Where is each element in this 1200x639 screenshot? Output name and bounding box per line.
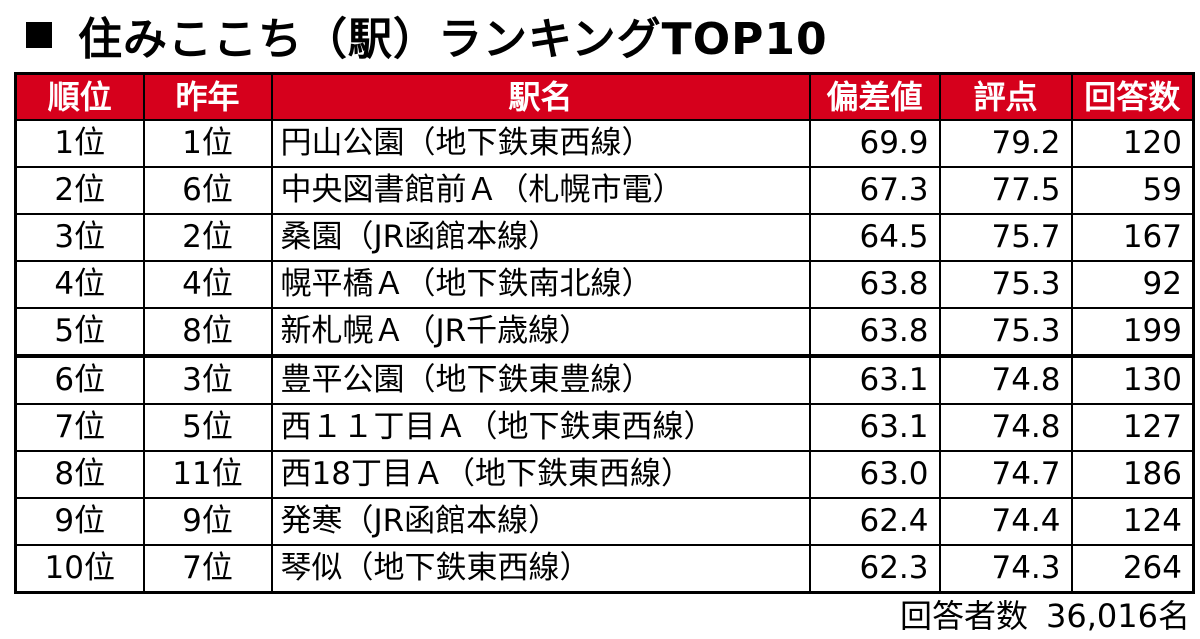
cell-rank: 3位 xyxy=(14,213,145,262)
cell-prev: 5位 xyxy=(142,403,273,452)
cell-score: 79.2 xyxy=(938,119,1073,168)
cell-prev: 7位 xyxy=(142,544,273,594)
cell-station: 新札幌Ａ（JR千歳線） xyxy=(270,307,811,357)
cell-responses: 127 xyxy=(1070,403,1195,452)
cell-station: 円山公園（地下鉄東西線） xyxy=(270,119,811,168)
cell-rank: 1位 xyxy=(14,119,145,168)
cell-deviation: 63.1 xyxy=(808,403,941,452)
respondent-count-label: 回答者数 xyxy=(900,597,1029,635)
table-row: 10位 7位 琴似（地下鉄東西線） 62.3 74.3 264 xyxy=(14,544,1195,594)
table-row: 7位 5位 西１１丁目Ａ（地下鉄東西線） 63.1 74.8 127 xyxy=(14,403,1195,452)
header-deviation: 偏差値 xyxy=(808,72,941,121)
header-score: 評点 xyxy=(938,72,1073,121)
cell-responses: 167 xyxy=(1070,213,1195,262)
cell-station: 西18丁目Ａ（地下鉄東西線） xyxy=(270,450,811,499)
cell-prev: 11位 xyxy=(142,450,273,499)
table-row: 2位 6位 中央図書館前Ａ（札幌市電） 67.3 77.5 59 xyxy=(14,166,1195,215)
cell-prev: 4位 xyxy=(142,260,273,309)
cell-responses: 186 xyxy=(1070,450,1195,499)
square-bullet-icon xyxy=(26,22,52,48)
cell-score: 75.3 xyxy=(938,307,1073,357)
cell-station: 発寒（JR函館本線） xyxy=(270,497,811,546)
table-row: 6位 3位 豊平公園（地下鉄東豊線） 63.1 74.8 130 xyxy=(14,354,1195,405)
cell-score: 74.4 xyxy=(938,497,1073,546)
cell-responses: 199 xyxy=(1070,307,1195,357)
cell-prev: 2位 xyxy=(142,213,273,262)
cell-responses: 264 xyxy=(1070,544,1195,594)
cell-responses: 120 xyxy=(1070,119,1195,168)
cell-deviation: 63.8 xyxy=(808,307,941,357)
cell-prev: 3位 xyxy=(142,354,273,405)
cell-deviation: 69.9 xyxy=(808,119,941,168)
table-row: 4位 4位 幌平橋Ａ（地下鉄南北線） 63.8 75.3 92 xyxy=(14,260,1195,309)
cell-deviation: 64.5 xyxy=(808,213,941,262)
header-rank: 順位 xyxy=(14,72,145,121)
cell-deviation: 63.0 xyxy=(808,450,941,499)
cell-prev: 8位 xyxy=(142,307,273,357)
cell-deviation: 63.8 xyxy=(808,260,941,309)
cell-rank: 10位 xyxy=(14,544,145,594)
cell-deviation: 67.3 xyxy=(808,166,941,215)
cell-score: 74.8 xyxy=(938,403,1073,452)
cell-station: 豊平公園（地下鉄東豊線） xyxy=(270,354,811,405)
cell-score: 75.3 xyxy=(938,260,1073,309)
respondent-count-value: 36,016名 xyxy=(1046,597,1190,635)
cell-station: 桑園（JR函館本線） xyxy=(270,213,811,262)
table-row: 3位 2位 桑園（JR函館本線） 64.5 75.7 167 xyxy=(14,213,1195,262)
cell-score: 74.7 xyxy=(938,450,1073,499)
cell-rank: 2位 xyxy=(14,166,145,215)
table-row: 1位 1位 円山公園（地下鉄東西線） 69.9 79.2 120 xyxy=(14,119,1195,168)
title-text: 住みここち（駅）ランキングTOP10 xyxy=(78,14,828,65)
cell-station: 琴似（地下鉄東西線） xyxy=(270,544,811,594)
cell-rank: 5位 xyxy=(14,307,145,357)
cell-deviation: 62.4 xyxy=(808,497,941,546)
table-row: 8位 11位 西18丁目Ａ（地下鉄東西線） 63.0 74.7 186 xyxy=(14,450,1195,499)
cell-score: 75.7 xyxy=(938,213,1073,262)
cell-station: 幌平橋Ａ（地下鉄南北線） xyxy=(270,260,811,309)
page-title: 住みここち（駅）ランキングTOP10 xyxy=(22,2,828,68)
cell-score: 74.8 xyxy=(938,354,1073,405)
cell-rank: 6位 xyxy=(14,354,145,405)
table-header-row: 順位 昨年 駅名 偏差値 評点 回答数 xyxy=(14,72,1195,121)
cell-rank: 4位 xyxy=(14,260,145,309)
cell-station: 中央図書館前Ａ（札幌市電） xyxy=(270,166,811,215)
cell-deviation: 63.1 xyxy=(808,354,941,405)
table-row: 9位 9位 発寒（JR函館本線） 62.4 74.4 124 xyxy=(14,497,1195,546)
cell-prev: 9位 xyxy=(142,497,273,546)
cell-responses: 92 xyxy=(1070,260,1195,309)
cell-prev: 6位 xyxy=(142,166,273,215)
cell-rank: 9位 xyxy=(14,497,145,546)
cell-responses: 59 xyxy=(1070,166,1195,215)
cell-deviation: 62.3 xyxy=(808,544,941,594)
cell-responses: 130 xyxy=(1070,354,1195,405)
table-row: 5位 8位 新札幌Ａ（JR千歳線） 63.8 75.3 199 xyxy=(14,307,1195,357)
header-responses: 回答数 xyxy=(1070,72,1195,121)
cell-score: 74.3 xyxy=(938,544,1073,594)
header-station: 駅名 xyxy=(270,72,811,121)
ranking-table: 順位 昨年 駅名 偏差値 評点 回答数 1位 1位 円山公園（地下鉄東西線） 69.9… xyxy=(14,72,1195,594)
cell-responses: 124 xyxy=(1070,497,1195,546)
respondent-count: 回答者数 36,016名 xyxy=(900,593,1190,635)
header-prev: 昨年 xyxy=(142,72,273,121)
cell-station: 西１１丁目Ａ（地下鉄東西線） xyxy=(270,403,811,452)
cell-score: 77.5 xyxy=(938,166,1073,215)
cell-rank: 8位 xyxy=(14,450,145,499)
cell-prev: 1位 xyxy=(142,119,273,168)
cell-rank: 7位 xyxy=(14,403,145,452)
